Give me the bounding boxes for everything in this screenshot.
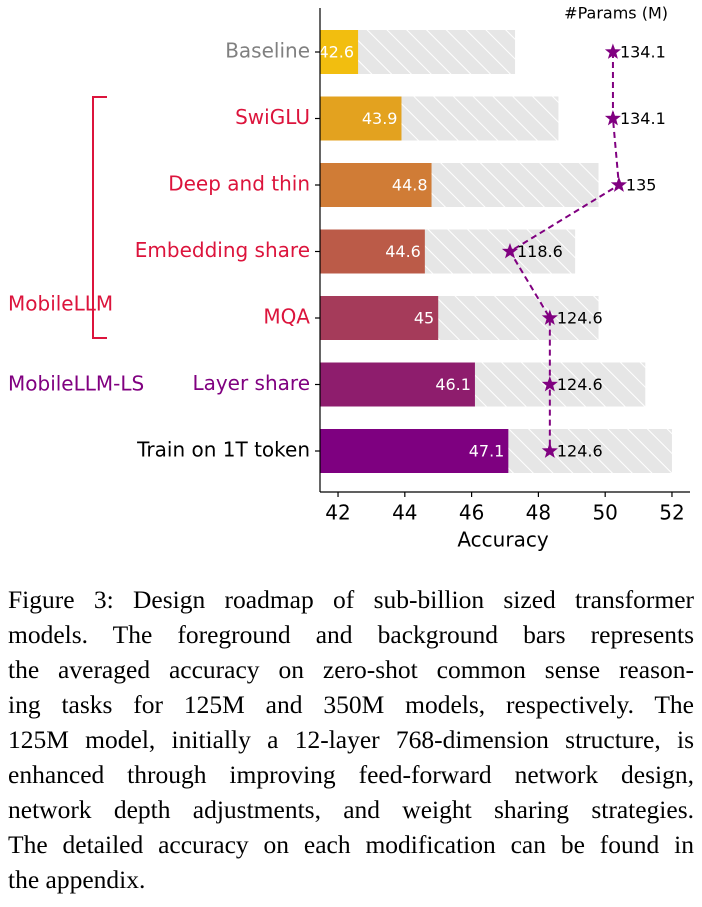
- caption: Figure 3: Design roadmap of sub-billion …: [8, 582, 694, 897]
- params-star: [541, 442, 558, 458]
- value-label: 46.1: [435, 375, 471, 394]
- params-star: [604, 110, 621, 126]
- y-tick-label: Embedding share: [135, 238, 310, 262]
- caption-line: ing tasks for 125M and 350M models, resp…: [8, 690, 694, 719]
- y-tick-label: MQA: [263, 305, 310, 329]
- y-tick-label: Layer share: [192, 371, 310, 395]
- x-axis-label: Accuracy: [457, 528, 548, 552]
- params-star: [501, 243, 519, 259]
- caption-line: enhanced through improving feed-forward …: [8, 760, 694, 789]
- value-label: 43.9: [362, 109, 398, 128]
- params-label: 134.1: [620, 109, 666, 128]
- foreground-bar: [320, 96, 402, 141]
- caption-line: Figure 3: Design roadmap of sub-billion …: [8, 585, 694, 614]
- params-star: [610, 176, 627, 192]
- params-star: [541, 376, 558, 392]
- x-tick-label: 48: [526, 501, 551, 525]
- group-label: MobileLLM-LS: [8, 372, 144, 396]
- bracket: [92, 96, 107, 339]
- value-label: 42.6: [318, 43, 354, 62]
- foreground-bar: [320, 429, 509, 473]
- foreground-bar: [320, 163, 432, 207]
- value-label: 45: [414, 309, 434, 328]
- x-tick-label: 42: [325, 501, 350, 525]
- caption-line: the appendix.: [8, 865, 146, 894]
- foreground-bar: [320, 229, 425, 274]
- foreground-bar: [320, 296, 439, 340]
- value-label: 44.6: [385, 242, 421, 261]
- chart: MobileLLM MobileLLM-LS #Params (M) Accur…: [8, 4, 690, 552]
- x-tick-label: 52: [659, 501, 684, 525]
- x-tick-label: 46: [459, 501, 484, 525]
- foreground-bar: [320, 362, 475, 407]
- value-label: 44.8: [392, 176, 428, 195]
- params-label: 124.6: [557, 309, 603, 328]
- y-tick-label: Baseline: [225, 39, 310, 63]
- params-star: [541, 309, 558, 325]
- caption-line: models. The foreground and background ba…: [8, 620, 694, 649]
- params-label: 124.6: [557, 442, 603, 461]
- foreground-bar: [320, 30, 359, 74]
- value-label: 47.1: [469, 442, 505, 461]
- caption-line: The detailed accuracy on each modificati…: [8, 830, 694, 859]
- caption-line: the averaged accuracy on zero-shot commo…: [8, 655, 694, 684]
- y-tick-label: Train on 1T token: [136, 438, 310, 462]
- y-tick-label: Deep and thin: [168, 172, 310, 196]
- group-label: MobileLLM: [8, 292, 113, 316]
- caption-line: 125M model, initially a 12-layer 768-dim…: [8, 725, 694, 754]
- x-tick-label: 50: [592, 501, 617, 525]
- params-star: [604, 43, 621, 59]
- y-tick-label: SwiGLU: [235, 105, 310, 129]
- params-label: #Params (M): [564, 4, 668, 23]
- x-tick-label: 44: [392, 501, 417, 525]
- params-label: 135: [626, 176, 657, 195]
- params-label: 134.1: [620, 43, 666, 62]
- caption-line: network depth adjustments, and weight sh…: [8, 795, 694, 824]
- params-label: 124.6: [557, 375, 603, 394]
- params-label: 118.6: [517, 242, 563, 261]
